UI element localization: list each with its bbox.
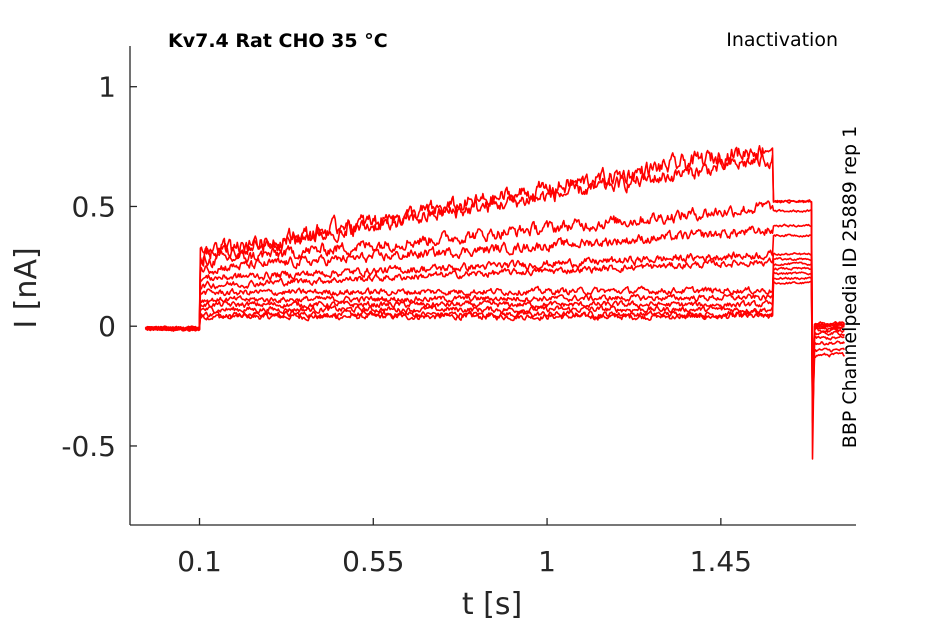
y-tick-label: 0.5 xyxy=(71,190,116,223)
current-trace-4 xyxy=(144,266,845,413)
current-trace-11 xyxy=(145,153,846,407)
source-id-label: BBP Channelpedia ID 25889 rep 1 xyxy=(839,126,861,448)
current-trace-3 xyxy=(145,271,846,417)
y-tick-label: 1 xyxy=(98,71,116,104)
current-trace-10 xyxy=(144,200,846,404)
current-trace-9 xyxy=(144,223,845,408)
chart-title: Kv7.4 Rat CHO 35 °C xyxy=(168,30,388,52)
x-tick-label: 0.55 xyxy=(342,545,404,578)
y-tick-label: -0.5 xyxy=(61,430,116,463)
current-trace-7 xyxy=(145,252,845,407)
current-trace-8 xyxy=(144,233,845,406)
x-tick-label: 1.45 xyxy=(690,545,752,578)
y-axis-label: I [nA] xyxy=(9,247,44,328)
current-trace-6 xyxy=(144,257,845,409)
y-tick-label: 0 xyxy=(98,310,116,343)
current-trace-5 xyxy=(144,261,846,411)
current-trace-2 xyxy=(145,276,846,422)
trace-group xyxy=(144,145,846,460)
x-tick-label: 0.1 xyxy=(177,545,222,578)
x-axis-label: t [s] xyxy=(462,587,522,622)
protocol-label: Inactivation xyxy=(726,29,838,51)
current-trace-12 xyxy=(144,145,845,460)
x-axis-ticks: 0.1 0.55 1 1.45 xyxy=(177,518,752,578)
y-axis-ticks: -0.5 0 0.5 1 xyxy=(61,71,137,463)
x-tick-label: 1 xyxy=(538,545,556,578)
